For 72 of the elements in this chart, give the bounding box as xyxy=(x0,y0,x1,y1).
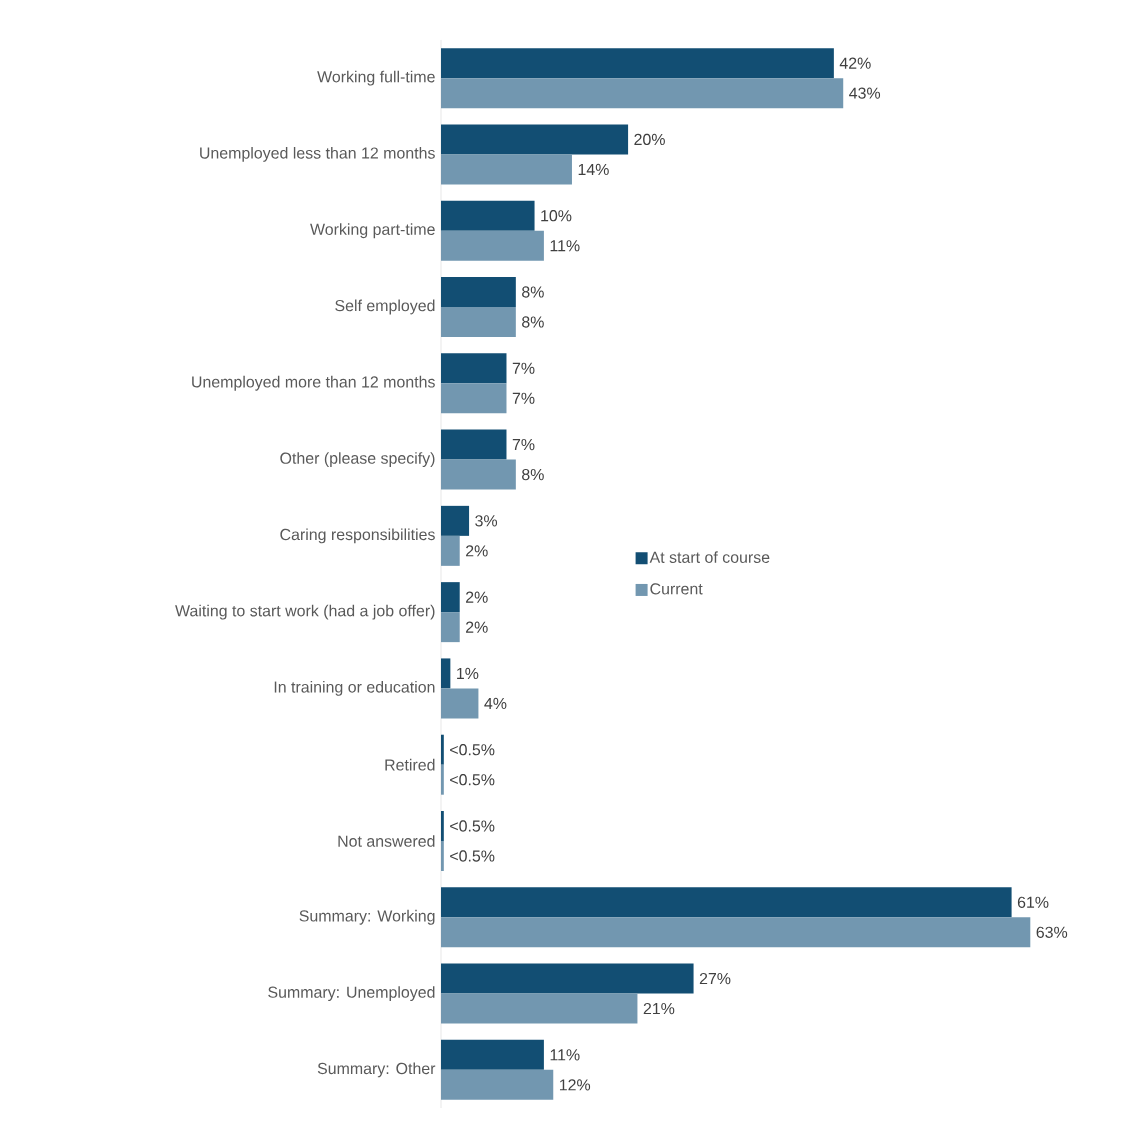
legend-label: Current xyxy=(650,583,703,595)
data-label: 7% xyxy=(512,362,535,374)
data-label: <0.5% xyxy=(450,774,495,786)
data-label: 10% xyxy=(541,210,572,222)
bar xyxy=(441,429,507,460)
y-tick-label: Unemployed more than 12 months xyxy=(192,375,435,391)
y-tick-label: Summary: Working xyxy=(299,909,435,925)
y-tick-label: Other (please specify) xyxy=(280,452,435,467)
bar xyxy=(441,612,460,643)
bar xyxy=(441,230,544,261)
bar xyxy=(441,353,507,384)
data-label: 2% xyxy=(466,591,488,603)
bar xyxy=(441,688,479,719)
bar xyxy=(441,505,470,536)
data-label: 8% xyxy=(522,468,544,481)
data-label: 63% xyxy=(1036,926,1068,938)
y-tick-label: Not answered xyxy=(338,835,435,847)
y-tick-label: Working full-time xyxy=(317,70,435,86)
y-tick-label: Waiting to start work (had a job offer) xyxy=(175,604,435,620)
bar xyxy=(441,535,460,566)
data-label: <0.5% xyxy=(450,820,495,832)
legend-label: At start of course xyxy=(649,551,770,563)
bar xyxy=(441,124,629,155)
data-label: 7% xyxy=(512,392,535,404)
y-tick-label: Unemployed less than 12 months xyxy=(200,147,435,162)
bar xyxy=(441,154,572,185)
bar xyxy=(441,1039,544,1070)
bar xyxy=(441,993,638,1024)
bar xyxy=(441,811,444,841)
data-label: <0.5% xyxy=(450,744,495,756)
bar xyxy=(441,383,507,414)
bar xyxy=(441,582,460,613)
y-tick-label: Caring responsibilities xyxy=(280,528,435,544)
data-label: 1% xyxy=(457,667,479,679)
bar xyxy=(441,276,516,307)
data-label: 27% xyxy=(699,972,731,985)
data-label: 11% xyxy=(550,1049,580,1061)
data-label: 42% xyxy=(839,57,871,69)
data-label: 2% xyxy=(466,545,488,557)
data-label: 43% xyxy=(849,87,881,99)
data-label: 8% xyxy=(522,286,544,298)
y-tick-label: Working part-time xyxy=(310,223,435,239)
bar xyxy=(441,887,1012,918)
data-label: 8% xyxy=(522,316,544,328)
bar xyxy=(441,459,516,490)
data-label: 21% xyxy=(643,1002,675,1015)
bar xyxy=(441,963,694,994)
y-tick-label: Summary: Other xyxy=(317,1062,436,1078)
data-label: 7% xyxy=(512,438,535,451)
data-label: 4% xyxy=(484,697,507,709)
y-tick-label: In training or education xyxy=(274,681,435,696)
bar xyxy=(441,200,535,231)
bar xyxy=(441,48,834,79)
bar xyxy=(441,734,444,765)
data-label: 61% xyxy=(1017,896,1049,908)
bar xyxy=(441,917,1031,948)
data-label: 20% xyxy=(634,133,665,146)
data-label: 3% xyxy=(475,515,498,527)
bar xyxy=(441,78,844,109)
data-label: 12% xyxy=(559,1079,591,1091)
data-label: 11% xyxy=(550,240,580,252)
data-label: <0.5% xyxy=(450,850,495,862)
bar xyxy=(441,306,516,337)
bar xyxy=(441,764,444,795)
bar xyxy=(441,841,444,871)
bar xyxy=(441,1069,554,1100)
y-tick-label: Retired xyxy=(385,758,435,771)
bar xyxy=(441,658,451,689)
data-label: 2% xyxy=(466,621,488,633)
data-label: 14% xyxy=(578,163,609,175)
y-tick-label: Summary: Unemployed xyxy=(268,986,435,1001)
y-tick-label: Self employed xyxy=(335,299,435,315)
